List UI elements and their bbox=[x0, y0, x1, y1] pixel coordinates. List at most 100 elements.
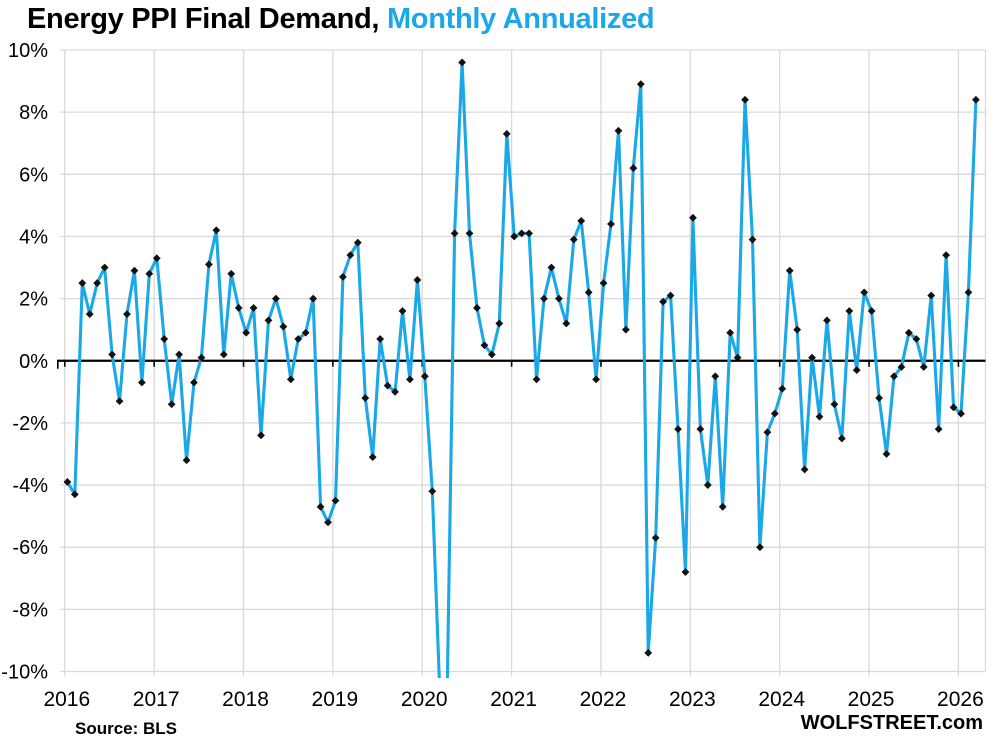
data-point-marker bbox=[413, 276, 422, 284]
data-point-marker bbox=[495, 319, 504, 328]
data-point-marker bbox=[942, 251, 951, 259]
data-point-marker bbox=[934, 425, 943, 434]
data-point-marker bbox=[272, 294, 280, 303]
data-point-marker bbox=[324, 518, 332, 527]
data-point-marker bbox=[703, 481, 712, 489]
data-point-marker bbox=[249, 304, 258, 312]
source-label: Source: BLS bbox=[75, 719, 178, 738]
data-point-marker bbox=[137, 378, 146, 387]
data-point-marker bbox=[957, 409, 965, 418]
data-point-marker bbox=[748, 235, 757, 244]
data-point-marker bbox=[368, 453, 377, 461]
data-point-marker bbox=[890, 372, 898, 381]
data-point-marker bbox=[897, 363, 906, 371]
x-axis-tick-label: 2021 bbox=[490, 688, 537, 711]
data-point-marker bbox=[458, 58, 466, 67]
data-point-marker bbox=[607, 220, 615, 228]
data-point-marker bbox=[175, 350, 183, 359]
data-point-marker bbox=[160, 335, 169, 343]
data-point-marker bbox=[852, 366, 861, 374]
x-axis-tick-label: 2025 bbox=[848, 688, 895, 711]
data-point-marker bbox=[756, 543, 764, 552]
data-point-marker bbox=[63, 478, 72, 486]
data-point-marker bbox=[636, 80, 645, 89]
data-point-marker bbox=[517, 229, 526, 238]
y-axis-tick-label: 6% bbox=[19, 164, 48, 186]
y-axis-tick-label: 0% bbox=[19, 351, 48, 373]
data-point-marker bbox=[70, 490, 79, 499]
data-point-marker bbox=[547, 263, 556, 272]
data-point-marker bbox=[383, 381, 392, 390]
data-point-marker bbox=[696, 425, 705, 434]
x-axis-tick-label: 2016 bbox=[43, 688, 90, 711]
brand-label: WOLFSTREET.com bbox=[800, 712, 983, 734]
data-point-marker bbox=[904, 328, 913, 337]
data-point-marker bbox=[674, 425, 682, 434]
data-point-marker bbox=[830, 400, 839, 409]
data-point-marker bbox=[294, 335, 303, 343]
data-point-marker bbox=[264, 316, 273, 325]
data-point-marker bbox=[882, 450, 891, 458]
data-point-marker bbox=[234, 304, 243, 312]
data-point-marker bbox=[279, 322, 288, 331]
data-point-marker bbox=[525, 229, 533, 238]
data-point-marker bbox=[428, 487, 437, 496]
data-point-marker bbox=[152, 254, 161, 263]
data-point-marker bbox=[599, 279, 608, 287]
data-point-marker bbox=[309, 294, 318, 303]
data-point-marker bbox=[346, 251, 355, 259]
data-point-marker bbox=[785, 266, 794, 275]
data-point-marker bbox=[919, 363, 928, 371]
x-axis-tick-label: 2017 bbox=[133, 688, 180, 711]
data-point-marker bbox=[190, 378, 198, 387]
data-point-marker bbox=[800, 465, 809, 474]
data-point-marker bbox=[212, 226, 221, 235]
data-point-marker bbox=[167, 400, 176, 409]
data-point-marker bbox=[629, 164, 638, 172]
data-point-marker bbox=[815, 412, 824, 421]
data-point-marker bbox=[361, 394, 370, 402]
data-point-marker bbox=[510, 232, 519, 241]
x-axis-tick-label: 2023 bbox=[669, 688, 716, 711]
data-point-marker bbox=[971, 95, 980, 104]
data-point-marker bbox=[666, 291, 675, 300]
data-point-marker bbox=[584, 288, 593, 297]
data-point-marker bbox=[860, 288, 869, 297]
data-point-marker bbox=[100, 263, 109, 272]
data-point-marker bbox=[644, 648, 653, 657]
data-point-marker bbox=[316, 502, 325, 511]
data-point-marker bbox=[867, 307, 876, 315]
y-axis-tick-label: 2% bbox=[19, 289, 48, 311]
data-point-marker bbox=[376, 335, 385, 343]
y-axis-tick-label: -6% bbox=[12, 537, 48, 559]
data-point-marker bbox=[927, 291, 936, 300]
chart-title-main: Energy PPI Final Demand, bbox=[27, 3, 387, 35]
x-axis-tick-label: 2026 bbox=[937, 688, 984, 711]
data-point-marker bbox=[711, 372, 720, 381]
data-point-marker bbox=[912, 335, 921, 343]
data-point-marker bbox=[718, 502, 727, 511]
y-axis-tick-label: -2% bbox=[12, 413, 48, 435]
data-point-marker bbox=[473, 304, 481, 312]
data-point-marker bbox=[770, 409, 779, 418]
data-point-marker bbox=[733, 353, 742, 362]
data-point-marker bbox=[689, 213, 697, 222]
data-point-marker bbox=[465, 229, 474, 238]
data-point-marker bbox=[741, 95, 749, 104]
data-point-marker bbox=[353, 238, 362, 247]
data-point-marker bbox=[115, 397, 124, 406]
y-axis-tick-label: 4% bbox=[19, 226, 48, 248]
data-point-marker bbox=[949, 403, 958, 412]
data-point-marker bbox=[227, 269, 236, 278]
data-point-marker bbox=[204, 260, 213, 269]
data-point-marker bbox=[778, 384, 787, 393]
data-point-marker bbox=[398, 307, 407, 315]
data-point-marker bbox=[487, 350, 496, 359]
data-point-marker bbox=[592, 375, 601, 384]
data-line bbox=[65, 60, 978, 678]
x-axis-tick-label: 2020 bbox=[401, 688, 448, 711]
data-point-marker bbox=[577, 217, 586, 225]
data-point-marker bbox=[108, 350, 116, 359]
data-point-marker bbox=[681, 568, 690, 576]
